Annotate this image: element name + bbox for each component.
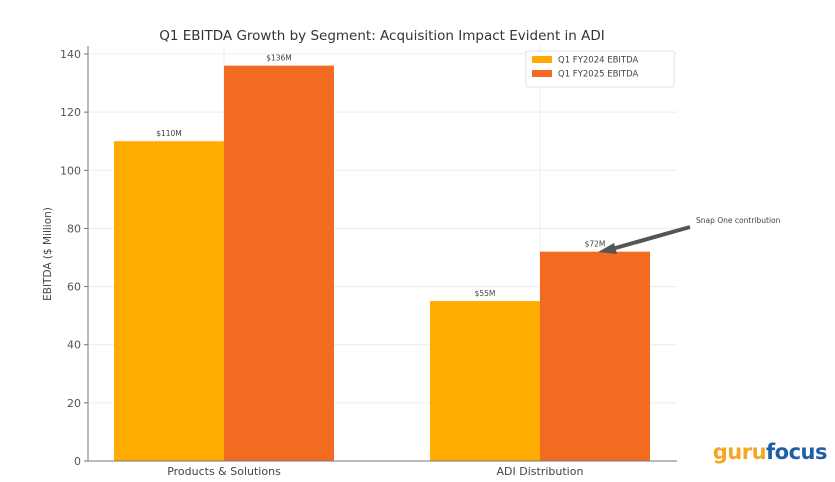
data-label: $72M [585,240,606,249]
y-tick-label: 120 [60,106,81,119]
legend-label: Q1 FY2024 EBITDA [558,56,639,66]
legend: Q1 FY2024 EBITDA Q1 FY2025 EBITDA [525,50,675,88]
legend-label: Q1 FY2025 EBITDA [558,70,639,80]
data-label: $55M [475,289,496,298]
logo-part-guru: guru [712,440,767,464]
chart-title: Q1 EBITDA Growth by Segment: Acquisition… [159,28,605,44]
y-tick-label: 40 [67,339,81,352]
bar [430,301,540,461]
x-ticks: Products & Solutions ADI Distribution [167,465,583,478]
legend-box [525,50,675,88]
x-tick-label: ADI Distribution [497,465,584,478]
data-labels: $110M $136M $55M $72M [156,54,605,298]
axes [87,46,677,462]
bars [114,65,650,461]
y-tick-label: 0 [74,455,81,468]
bar [540,251,650,461]
logo-part-focus: focus [766,440,827,464]
data-label: $110M [156,129,182,138]
gurufocus-logo: gurufocus [712,440,828,464]
y-tick-label: 60 [67,281,81,294]
annotation-arrow-shaft [611,225,691,251]
y-tick-label: 140 [60,48,81,61]
y-tick-label: 80 [67,222,81,235]
bar [224,65,334,461]
annotation-arrowhead [598,243,617,254]
annotation-text: Snap One contribution [696,216,781,225]
x-tick-label: Products & Solutions [167,465,281,478]
y-tick-label: 20 [67,397,81,410]
data-label: $136M [266,54,292,63]
legend-swatch [532,56,552,63]
y-axis-label: EBITDA ($ Million) [42,207,54,301]
y-tick-label: 100 [60,164,81,177]
y-ticks: 0 20 40 60 80 100 120 140 [60,48,88,468]
annotation: Snap One contribution [598,216,781,254]
legend-swatch [532,70,552,77]
bar [114,141,224,461]
